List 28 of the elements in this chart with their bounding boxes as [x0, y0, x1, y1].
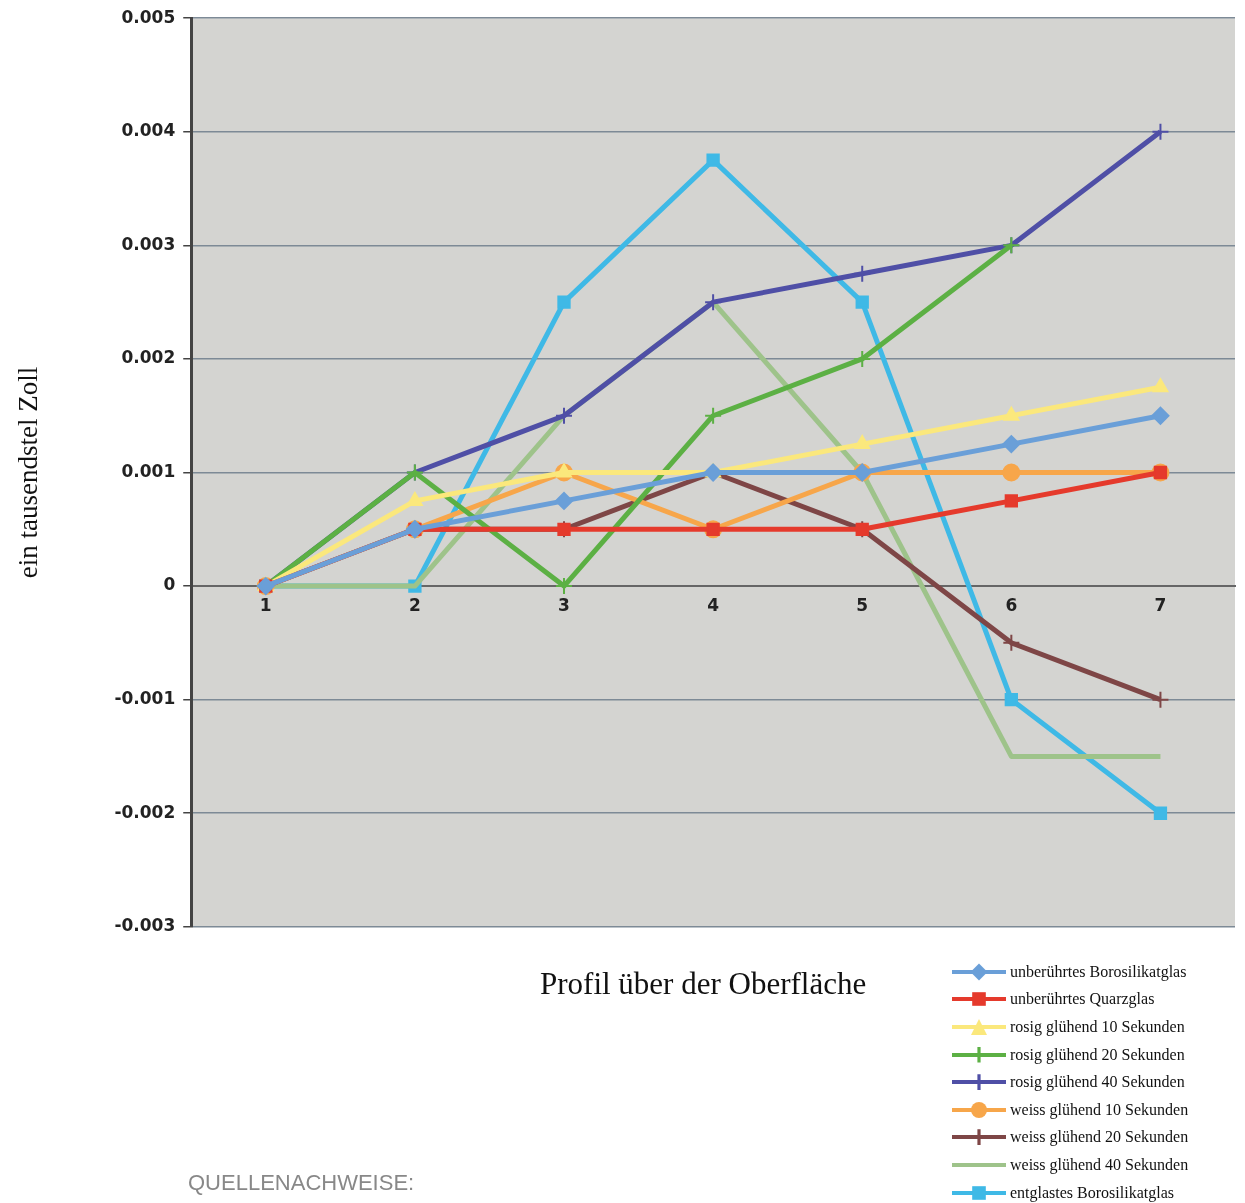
y-tick-label: 0.002 [121, 347, 176, 368]
x-tick-label: 2 [408, 594, 421, 615]
x-tick-label: 1 [259, 594, 272, 615]
x-tick-label: 3 [558, 594, 570, 615]
y-tick-label: -0.002 [114, 801, 176, 822]
legend-label: rosig glühend 20 Sekunden [1010, 1045, 1185, 1064]
legend-label: rosig glühend 10 Sekunden [1010, 1017, 1185, 1036]
legend-label: weiss glühend 20 Sekunden [1010, 1128, 1189, 1147]
y-tick-label: -0.001 [114, 688, 176, 709]
x-tick-label: 6 [1005, 594, 1018, 615]
y-tick-label: 0.004 [121, 120, 176, 141]
y-tick-label: -0.003 [114, 915, 176, 936]
x-tick-label: 7 [1154, 594, 1167, 615]
legend-label: weiss glühend 10 Sekunden [1010, 1100, 1189, 1119]
x-tick-label: 5 [856, 594, 869, 615]
legend-label: entglastes Borosilikatglas [1010, 1183, 1174, 1202]
legend-label: unberührtes Quarzglas [1010, 990, 1155, 1009]
x-axis-title: Profil über der Oberfläche [540, 966, 867, 1002]
y-axis-title: ein tausendstel Zoll [13, 366, 44, 579]
y-tick-label: 0.003 [121, 233, 176, 254]
y-tick-label: 0 [163, 574, 176, 595]
legend-label: rosig glühend 40 Sekunden [1010, 1073, 1185, 1092]
y-tick-label: 0.001 [121, 460, 176, 481]
legend-label: unberührtes Borosilikatglas [1010, 962, 1187, 981]
legend-label: weiss glühend 40 Sekunden [1010, 1155, 1189, 1174]
y-tick-label: 0.005 [121, 6, 176, 27]
text: QUELLENACHWEISE: [188, 1170, 415, 1196]
x-tick-label: 4 [707, 594, 720, 615]
